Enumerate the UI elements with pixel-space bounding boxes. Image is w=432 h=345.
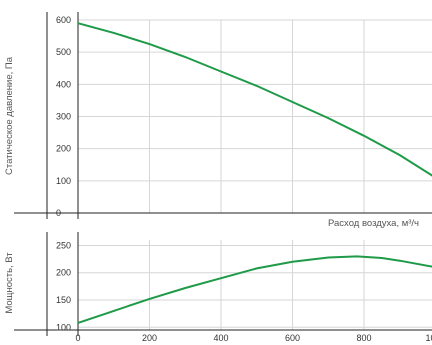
y-tick-label: 400 xyxy=(56,79,71,89)
y-tick-label: 100 xyxy=(56,176,71,186)
y-tick-label: 300 xyxy=(56,112,71,122)
x-axis-label: Расход воздуха, м³/ч xyxy=(328,218,419,229)
x-tick-label: 800 xyxy=(356,333,371,343)
pressure-panel: 0 100 200 300 400 500 600 Статическое давление,… xyxy=(4,12,432,229)
y-tick-label: 500 xyxy=(56,47,71,57)
y-axis-label: Мощность, Вт xyxy=(4,252,15,314)
y-tick-label: 150 xyxy=(56,295,71,305)
y-axis-label: Статическое давление, Па xyxy=(4,56,15,175)
y-tick-label: 100 xyxy=(56,322,71,332)
y-tick-label: 250 xyxy=(56,240,71,250)
x-tick-label: 1000 xyxy=(425,333,432,343)
y-tick-label: 200 xyxy=(56,144,71,154)
power-panel: 100 150 200 250 Мощность, Вт 0 200 400 600 800 100… xyxy=(4,232,432,343)
x-tick-label: 600 xyxy=(285,333,300,343)
series-line xyxy=(77,22,432,177)
x-tick-label: 0 xyxy=(75,333,80,343)
y-tick-label: 0 xyxy=(56,208,61,218)
x-tick-label: 400 xyxy=(213,333,228,343)
x-tick-label: 200 xyxy=(142,333,157,343)
y-tick-label: 600 xyxy=(56,15,71,25)
y-tick-label: 200 xyxy=(56,268,71,278)
series-line xyxy=(77,255,432,324)
